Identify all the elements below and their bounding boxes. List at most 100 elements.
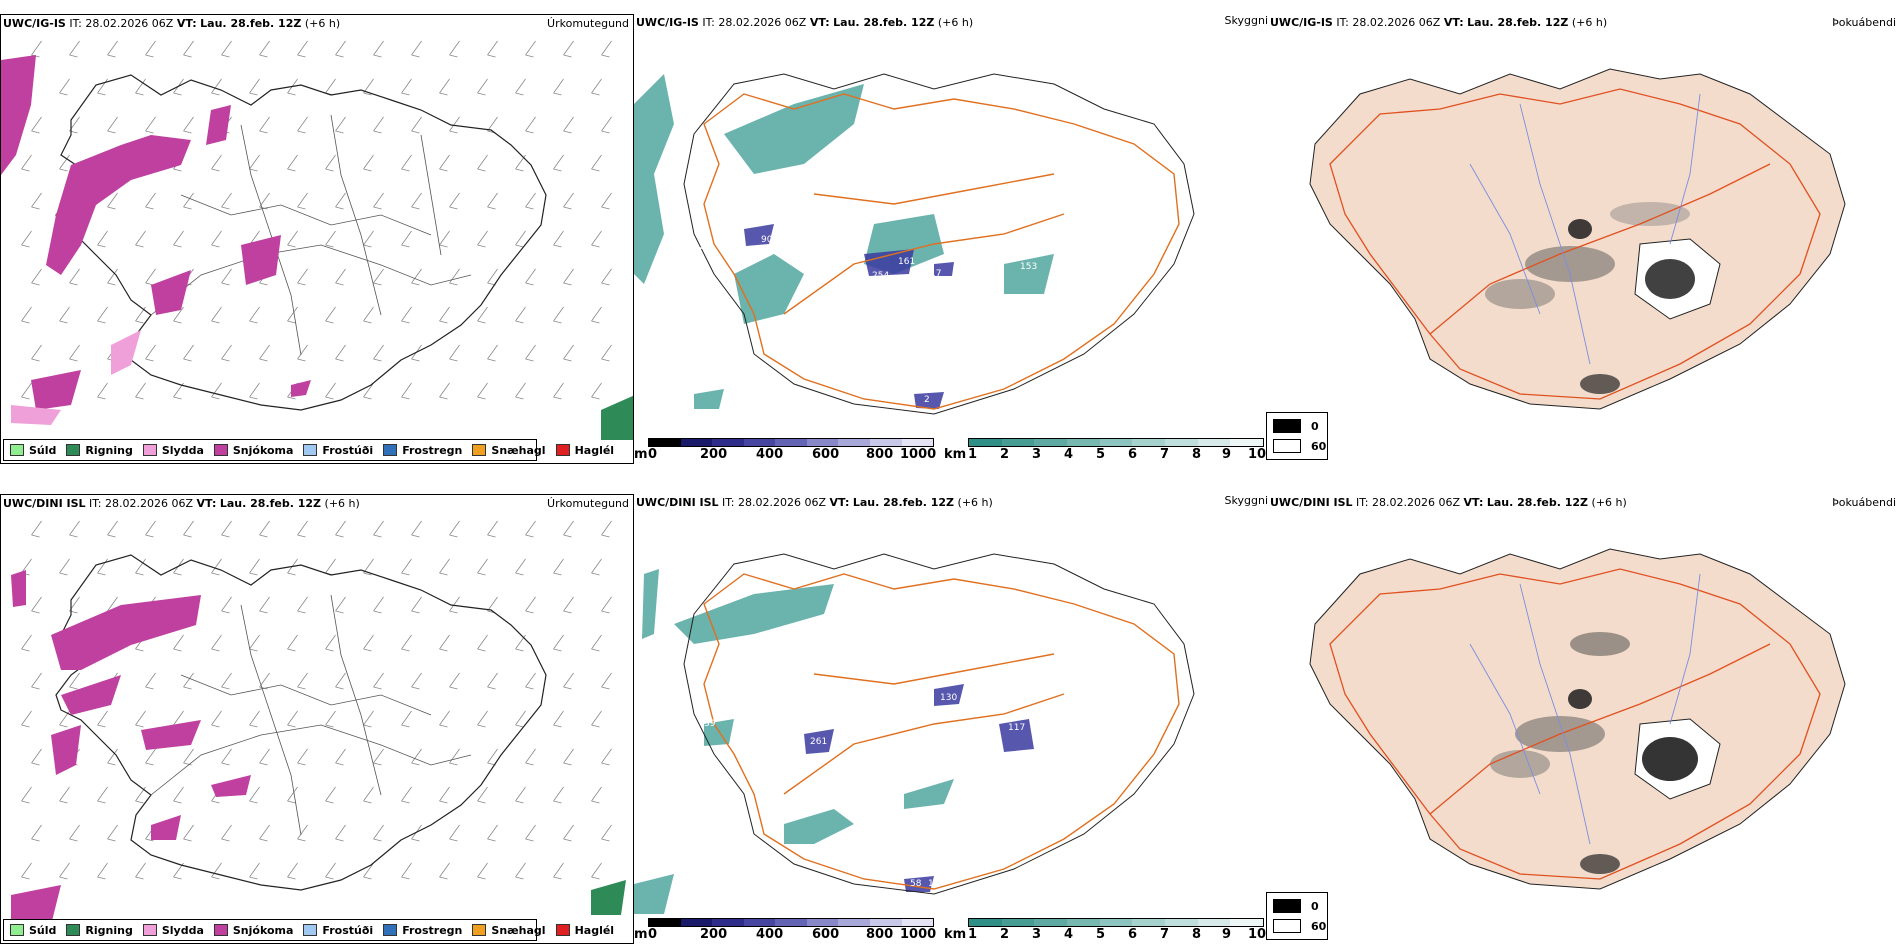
legend-label: Frostregn bbox=[402, 443, 463, 457]
visibility-colorbar: km 1 2 3 4 5 6 7 8 9 10 bbox=[944, 438, 1268, 464]
wind-barb bbox=[449, 672, 460, 690]
wind-barb bbox=[183, 824, 194, 842]
roads bbox=[1329, 88, 1821, 400]
wind-barb bbox=[401, 710, 412, 728]
roads bbox=[703, 93, 1180, 410]
wind-barb bbox=[553, 862, 564, 880]
legend-item: Rigning bbox=[66, 924, 133, 937]
wind-barb bbox=[287, 154, 298, 172]
wind-barb bbox=[221, 192, 232, 210]
wind-barb bbox=[325, 230, 336, 248]
roads bbox=[703, 573, 1180, 890]
tick-label: 9 bbox=[1222, 927, 1232, 942]
ceiling-colorbar: m 0 200 400 600 800 1000 bbox=[634, 918, 944, 944]
visibility-panel-2: 39 625 261 130 117 16 58 UWC/DINI ISL IT… bbox=[634, 494, 1270, 944]
fog-index-key: 0 60 bbox=[1266, 892, 1328, 940]
tick-label: 7 bbox=[1160, 447, 1170, 462]
wind-barb bbox=[221, 596, 232, 614]
land-fill bbox=[1309, 68, 1846, 410]
wind-barb bbox=[21, 306, 32, 324]
tick-label: 1000 bbox=[900, 447, 937, 462]
wind-barb bbox=[487, 672, 498, 690]
wind-barb bbox=[249, 306, 260, 324]
wind-barb bbox=[553, 558, 564, 576]
wind-barb bbox=[107, 40, 118, 58]
wind-barb bbox=[297, 40, 308, 58]
wind-barb bbox=[525, 748, 536, 766]
wind-barb bbox=[487, 40, 498, 58]
wind-barb bbox=[145, 40, 156, 58]
tick-label: 2 bbox=[1000, 447, 1010, 462]
legend-item: Súld bbox=[10, 924, 56, 937]
wind-barb bbox=[249, 78, 260, 96]
wind-barb bbox=[363, 230, 374, 248]
map-label: 27 bbox=[699, 242, 710, 252]
wind-barb bbox=[145, 116, 156, 134]
wind-barb bbox=[31, 268, 42, 286]
wind-barb bbox=[591, 230, 602, 248]
wind-barb bbox=[591, 710, 602, 728]
wind-barb bbox=[173, 78, 184, 96]
visibility-areas bbox=[634, 569, 954, 914]
key-row: 60 bbox=[1273, 919, 1326, 933]
tick-label: 1 bbox=[968, 447, 978, 462]
wind-barb bbox=[21, 382, 32, 400]
wind-barb bbox=[297, 596, 308, 614]
wind-barb bbox=[439, 78, 450, 96]
wind-barb bbox=[563, 672, 574, 690]
ceiling-unit: m bbox=[634, 927, 648, 942]
wind-barb bbox=[297, 192, 308, 210]
wind-barb bbox=[563, 748, 574, 766]
wind-barb bbox=[97, 862, 108, 880]
map-label: 254 bbox=[872, 271, 889, 281]
legend-label: Rigning bbox=[85, 443, 133, 457]
wind-barb bbox=[59, 786, 70, 804]
wind-barb bbox=[563, 268, 574, 286]
legend-label: Frostregn bbox=[402, 923, 463, 937]
key-label: 60 bbox=[1311, 439, 1327, 453]
wind-barb bbox=[259, 824, 270, 842]
wind-barb bbox=[69, 268, 80, 286]
wind-barb bbox=[211, 382, 222, 400]
wind-barb bbox=[287, 710, 298, 728]
wind-barb bbox=[335, 40, 346, 58]
wind-barb bbox=[297, 672, 308, 690]
legend-item: Frostúði bbox=[303, 924, 373, 937]
tick-label: 7 bbox=[1160, 927, 1170, 942]
legend-label: Frostúði bbox=[322, 923, 374, 937]
wind-barb bbox=[487, 344, 498, 362]
wind-barb bbox=[259, 40, 270, 58]
wind-barb bbox=[439, 634, 450, 652]
wind-barb bbox=[563, 824, 574, 842]
tick-label: 800 bbox=[866, 447, 894, 462]
wind-barb bbox=[97, 306, 108, 324]
wind-barb bbox=[401, 154, 412, 172]
wind-barb bbox=[477, 230, 488, 248]
wind-barb bbox=[59, 154, 70, 172]
map-label: 58 bbox=[910, 879, 922, 889]
wind-barb bbox=[21, 230, 32, 248]
tick-label: 3 bbox=[1032, 447, 1042, 462]
wind-barb bbox=[525, 344, 536, 362]
wind-barb bbox=[553, 230, 564, 248]
wind-barb bbox=[135, 862, 146, 880]
tick-label: 600 bbox=[812, 927, 840, 942]
wind-barb bbox=[173, 230, 184, 248]
tick-label: 0 bbox=[648, 447, 658, 462]
wind-barb bbox=[221, 520, 232, 538]
wind-barb bbox=[221, 824, 232, 842]
wind-barb bbox=[525, 116, 536, 134]
legend-swatch bbox=[10, 924, 24, 936]
legend-label: Snjókoma bbox=[232, 443, 294, 457]
wind-barb bbox=[515, 862, 526, 880]
wind-barb bbox=[145, 344, 156, 362]
wind-barb bbox=[411, 672, 422, 690]
wind-barb bbox=[259, 520, 270, 538]
visibility-colorbar: km 1 2 3 4 5 6 7 8 9 10 bbox=[944, 918, 1268, 944]
legend-swatch bbox=[472, 444, 487, 456]
wind-barb bbox=[21, 154, 32, 172]
precip-map-2 bbox=[11, 520, 626, 927]
fog-index-panel-1: UWC/IG-IS IT: 28.02.2026 06Z VT: Lau. 28… bbox=[1270, 14, 1900, 464]
wind-barb bbox=[515, 230, 526, 248]
precip-type-panel-1: UWC/IG-IS IT: 28.02.2026 06Z VT: Lau. 28… bbox=[0, 14, 634, 464]
